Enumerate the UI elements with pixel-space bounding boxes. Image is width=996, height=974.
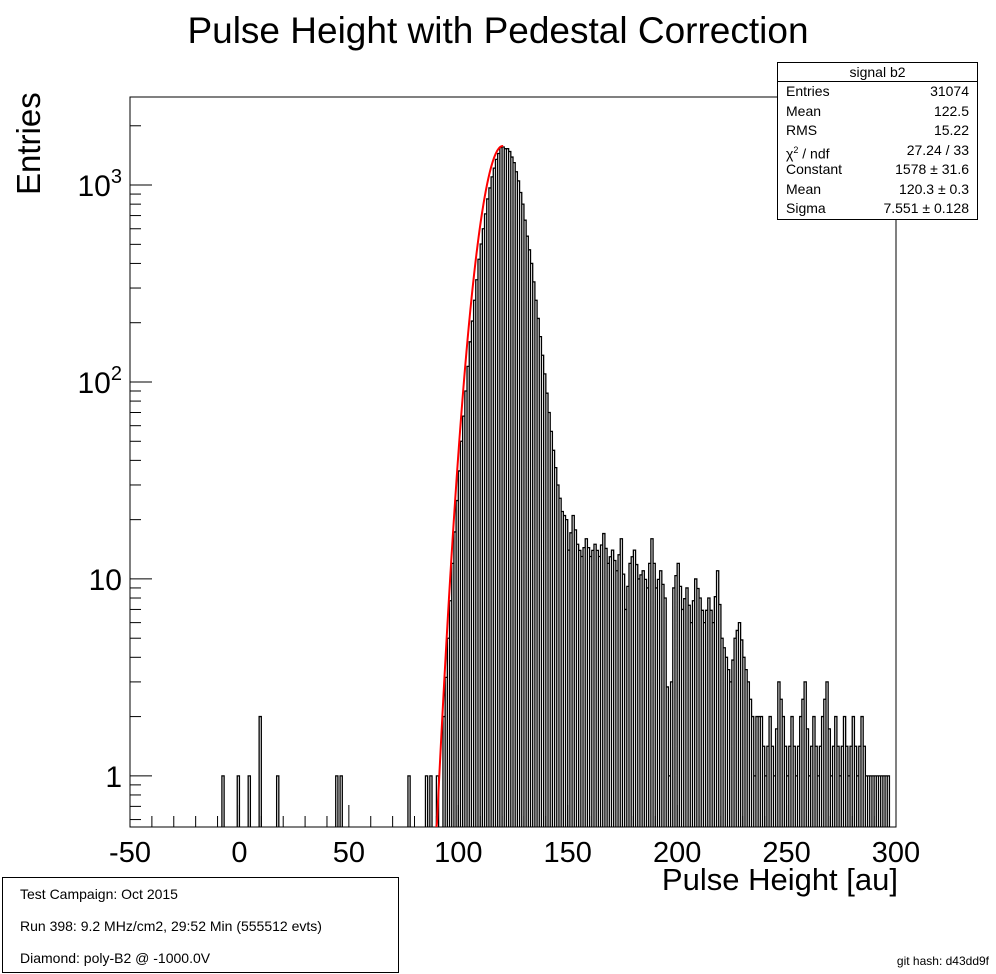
x-tick-label: 150 (544, 837, 592, 869)
y-axis-label: Entries (10, 92, 47, 195)
x-tick-label: 0 (231, 837, 247, 869)
stats-box: signal b2 Entries 31074 Mean 122.5 RMS 15.2… (777, 62, 978, 220)
x-tick-label: 300 (872, 837, 920, 869)
x-tick-label: 50 (333, 837, 365, 869)
stats-row-fit-mean: Mean 120.3 ± 0.3 (786, 180, 969, 197)
y-tick-label: 102 (78, 363, 123, 400)
stats-row-chi2: χ2 / ndf 27.24 / 33 (786, 141, 969, 162)
histogram-series (221, 146, 891, 827)
x-tick-label: 200 (653, 837, 701, 869)
stats-title: signal b2 (778, 63, 977, 82)
info-run: Run 398: 9.2 MHz/cm2, 29:52 Min (555512 … (20, 918, 322, 934)
stats-row-sigma: Sigma 7.551 ± 0.128 (786, 200, 969, 216)
y-tick-label: 103 (78, 166, 123, 203)
y-axis: 1 10 102 103 (78, 125, 152, 821)
stats-row-mean: Mean 122.5 (786, 102, 969, 119)
x-tick-label: -50 (109, 837, 151, 869)
chart-title: Pulse Height with Pedestal Correction (187, 10, 809, 51)
info-diamond: Diamond: poly-B2 @ -1000.0V (20, 950, 211, 966)
x-axis-label: Pulse Height [au] (661, 862, 898, 897)
info-campaign: Test Campaign: Oct 2015 (20, 886, 178, 902)
x-tick-label: 100 (434, 837, 482, 869)
y-tick-label: 1 (105, 761, 122, 794)
stats-row-constant: Constant 1578 ± 31.6 (786, 161, 969, 177)
stats-row-entries: Entries 31074 (786, 83, 969, 99)
gaussian-fit-curve (435, 145, 504, 828)
x-tick-label: 250 (762, 837, 810, 869)
y-tick-label: 10 (89, 564, 122, 597)
stats-row-rms: RMS 15.22 (786, 122, 969, 138)
git-hash: git hash: d43dd9f (896, 954, 989, 968)
run-info-box: Test Campaign: Oct 2015 Run 398: 9.2 MHz… (2, 877, 399, 973)
